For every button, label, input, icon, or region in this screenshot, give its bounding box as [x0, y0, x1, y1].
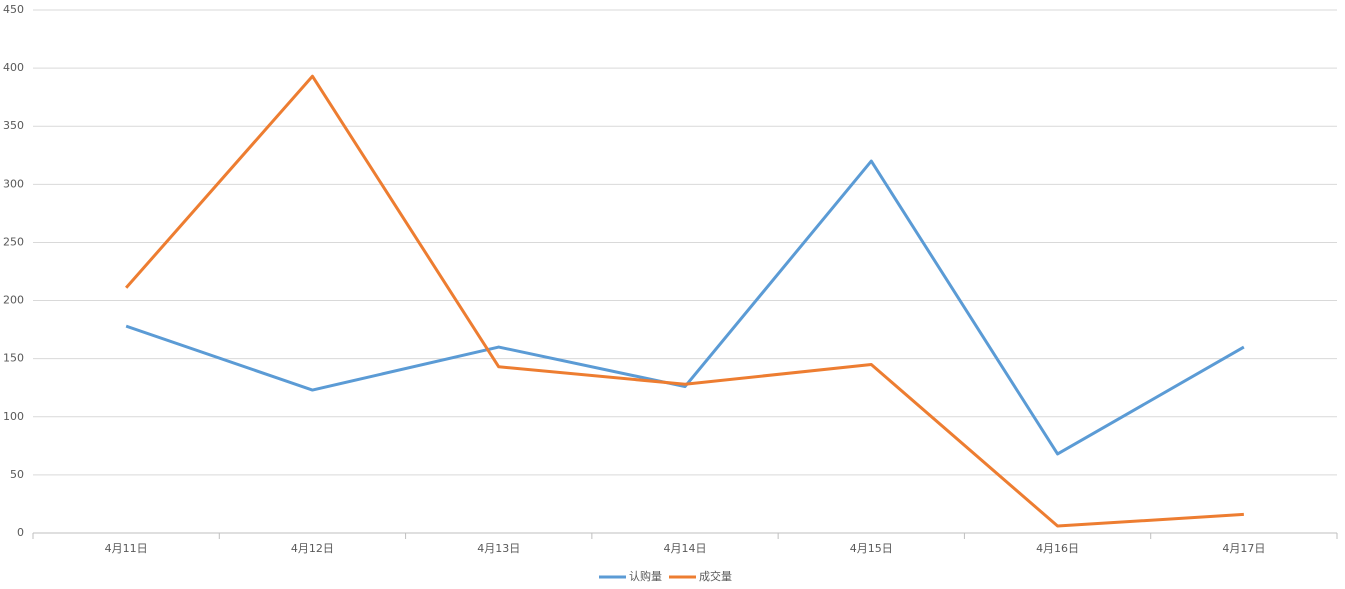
y-tick-label: 50	[10, 468, 24, 481]
legend-label: 成交量	[699, 569, 732, 583]
y-tick-label: 200	[3, 294, 24, 307]
y-tick-label: 450	[3, 3, 24, 16]
y-tick-label: 300	[3, 177, 24, 190]
legend-label: 认购量	[629, 569, 662, 583]
y-tick-label: 350	[3, 119, 24, 132]
y-tick-label: 150	[3, 352, 24, 365]
y-tick-label: 0	[17, 526, 24, 539]
x-tick-label: 4月15日	[850, 542, 893, 555]
x-tick-label: 4月13日	[477, 542, 520, 555]
x-tick-label: 4月16日	[1036, 542, 1079, 555]
x-tick-label: 4月14日	[664, 542, 707, 555]
x-tick-label: 4月17日	[1222, 542, 1265, 555]
x-tick-label: 4月12日	[291, 542, 334, 555]
x-tick-label: 4月11日	[105, 542, 148, 555]
y-tick-label: 250	[3, 235, 24, 248]
y-tick-label: 100	[3, 410, 24, 423]
series-line	[125, 159, 1245, 456]
series-line	[125, 74, 1244, 528]
y-tick-label: 400	[3, 61, 24, 74]
